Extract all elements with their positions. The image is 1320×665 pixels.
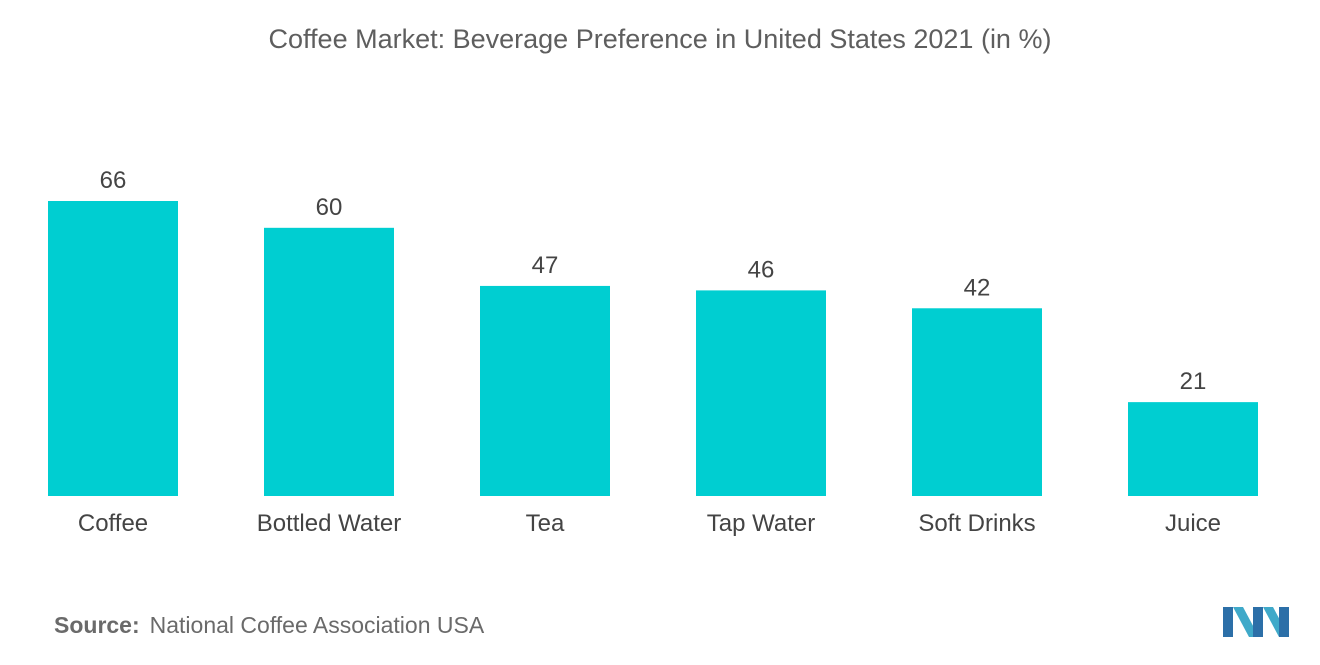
bar-tap-water — [696, 290, 826, 496]
chart-title: Coffee Market: Beverage Preference in Un… — [268, 24, 1052, 54]
bar-chart: 66 Coffee 60 Bottled Water 47 Tea 46 Tap Water 4… — [48, 167, 1258, 537]
data-label: 47 — [532, 252, 559, 279]
category-label: Tap Water — [707, 510, 815, 537]
bar-bottled-water — [264, 227, 394, 496]
category-label: Coffee — [78, 510, 148, 537]
category-label: Bottled Water — [257, 510, 402, 537]
data-label: 46 — [748, 256, 775, 283]
bar-tea — [480, 285, 610, 496]
data-label: 42 — [964, 274, 991, 301]
brand-logo-icon — [1223, 607, 1289, 637]
category-label: Juice — [1165, 510, 1221, 537]
data-label: 21 — [1180, 368, 1207, 395]
bar-soft-drinks — [912, 308, 1042, 496]
source-label: Source: — [54, 612, 140, 638]
source-note: Source: National Coffee Association USA — [54, 612, 484, 639]
source-text: National Coffee Association USA — [149, 612, 485, 638]
data-label: 60 — [316, 194, 343, 221]
category-label: Soft Drinks — [918, 510, 1035, 537]
bar-coffee — [48, 201, 178, 496]
bar-juice — [1128, 402, 1258, 496]
category-label: Tea — [526, 510, 565, 537]
data-label: 66 — [100, 167, 127, 194]
